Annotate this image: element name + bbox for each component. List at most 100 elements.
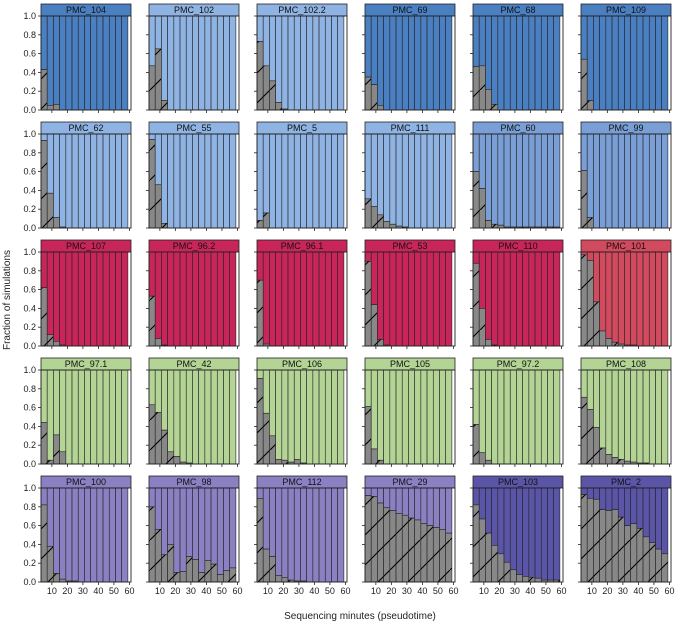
bar-complete [65,487,73,582]
bar-complete [611,251,619,343]
bar-complete [534,369,542,465]
bar-complete [262,15,270,67]
bar-complete [661,251,669,347]
bar-complete [408,487,415,519]
bar-complete [293,133,301,229]
panel-title: PMC_42 [176,359,211,369]
x-tick-label: 60 [556,586,566,596]
bar-hatch [149,139,156,228]
bar-complete [269,369,276,437]
bar-complete [96,15,104,111]
y-tick-label: 1.0 [23,129,36,139]
bar-hatch [427,525,434,582]
bar-complete [432,133,440,229]
bar-complete [420,15,428,111]
bar-complete [185,15,193,111]
x-tick-label: 10 [479,586,489,596]
bar-complete [509,15,517,111]
bar-hatch [630,523,637,582]
bar-complete [648,251,656,347]
bar-complete [445,251,453,347]
bar-complete [401,251,409,347]
bar-complete [256,369,264,379]
plot-frame [364,15,456,111]
bar-complete [478,133,486,189]
bar-complete [77,133,85,229]
bar-complete [516,133,523,228]
bar-hatch [587,217,594,228]
panel-title: PMC_96.1 [281,241,324,251]
x-tick-label: 40 [633,586,643,596]
bar-hatch [155,338,162,346]
bar-complete [540,251,548,347]
bar-complete [77,369,85,465]
bar-complete [497,251,505,347]
bar-complete [102,133,110,229]
bar-complete [408,369,415,465]
x-tick-label: 50 [109,586,119,596]
bar-complete [426,15,434,111]
bar-complete [624,369,631,462]
bar-hatch [41,69,48,110]
bar-complete [204,251,212,347]
bar-complete [624,15,631,111]
panel-title: PMC_107 [66,241,106,251]
bar-complete [59,133,67,228]
bar-complete [179,251,187,347]
bar-complete [115,133,122,229]
bar-complete [586,251,594,261]
bar-complete [516,487,523,575]
bar-hatch [581,254,588,346]
bar-hatch [300,581,307,582]
bar-hatch [479,188,486,228]
plot-frame [256,15,348,111]
bar-complete [167,369,175,453]
bar-hatch [59,227,66,228]
bar-complete [59,487,67,580]
bar-hatch [396,513,403,582]
bar-complete [599,487,607,510]
panel-title: PMC_104 [66,5,106,15]
bar-hatch [155,48,162,110]
bar-complete [478,251,486,309]
bar-hatch [587,409,594,464]
bar-complete [223,15,230,111]
bar-complete [108,487,116,583]
bar-complete [642,133,650,229]
bar-hatch [161,554,168,582]
y-tick-label: 0.4 [23,67,36,77]
panel-pmc-99: PMC_99 [578,121,672,231]
bar-complete [655,133,662,229]
small-multiples: PMC_104 0.0 0.2 0.4 0.6 0.8 1.0 PMC_102 PMC_102.… [23,3,674,596]
bar-complete [53,487,60,574]
bar-complete [522,251,530,347]
plot-frame [40,369,132,465]
bar-hatch [535,578,542,582]
bar-complete [599,369,607,449]
bar-complete [528,251,536,347]
plot-frame [40,251,132,347]
bar-complete [630,133,638,229]
bar-complete [636,369,644,464]
bar-hatch [288,580,295,582]
bar-complete [71,487,79,582]
bar-complete [293,15,301,111]
bar-hatch [53,573,60,582]
bar-complete [540,15,548,111]
bar-complete [401,487,409,516]
bar-hatch [504,562,511,582]
bar-hatch [485,89,492,110]
bar-hatch [275,102,282,110]
plot-frame [148,487,240,583]
bar-hatch [389,510,397,582]
bar-complete [40,133,48,141]
panel-pmc-29: PMC_29 10 20 30 40 50 60 [362,475,458,596]
bar-hatch [371,448,378,464]
bar-hatch [599,509,606,582]
bar-hatch [59,345,66,346]
bar-hatch [72,581,79,582]
bar-complete [318,15,326,111]
bar-complete [102,369,110,465]
bar-complete [59,251,67,346]
bar-complete [370,369,378,450]
